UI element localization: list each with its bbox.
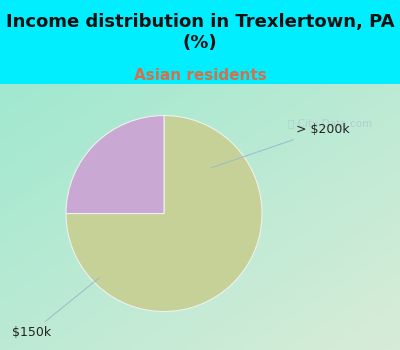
Text: Asian residents: Asian residents xyxy=(134,68,266,83)
Text: > $200k: > $200k xyxy=(212,123,350,168)
Text: $150k: $150k xyxy=(12,278,100,339)
Wedge shape xyxy=(66,116,164,214)
Wedge shape xyxy=(66,116,262,312)
Text: Income distribution in Trexlertown, PA
(%): Income distribution in Trexlertown, PA (… xyxy=(6,13,394,52)
Text: ⌕ City-Data.com: ⌕ City-Data.com xyxy=(288,119,372,128)
